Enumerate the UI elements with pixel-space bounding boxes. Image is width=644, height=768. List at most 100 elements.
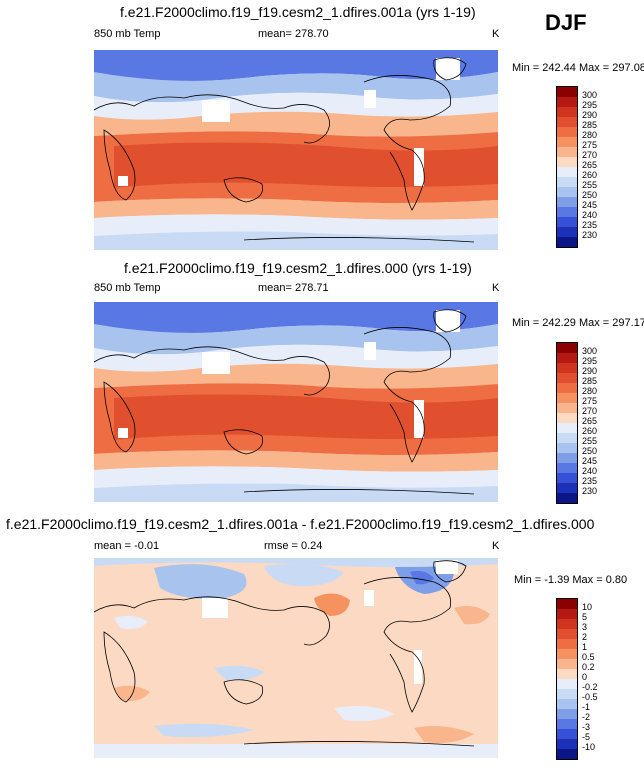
colorbar-tick-label: 230 xyxy=(582,230,598,240)
colorbar-swatch xyxy=(557,483,577,493)
colorbar-swatch xyxy=(557,423,577,433)
colorbar-tick-label: 245 xyxy=(582,200,598,210)
colorbar-swatch xyxy=(557,127,577,137)
panel3-map xyxy=(94,558,498,758)
panel1-units-label: K xyxy=(492,28,500,40)
colorbar-swatch xyxy=(557,353,577,363)
colorbar-swatch xyxy=(557,619,577,629)
colorbar-swatch xyxy=(557,463,577,473)
panel1-colorbar xyxy=(556,86,578,248)
colorbar-swatch xyxy=(557,659,577,669)
colorbar-tick-label: 235 xyxy=(582,220,598,230)
colorbar-tick-label: 235 xyxy=(582,476,598,486)
panel3-units-label: K xyxy=(492,540,500,552)
colorbar-tick-label: -0.2 xyxy=(582,682,598,692)
colorbar-swatch xyxy=(557,689,577,699)
colorbar-swatch xyxy=(557,147,577,157)
colorbar-tick-label: 260 xyxy=(582,426,598,436)
panel2-mean-label: mean= 278.71 xyxy=(258,282,329,294)
colorbar-tick-label: -10 xyxy=(582,742,596,752)
colorbar-tick-label: 250 xyxy=(582,190,598,200)
panel2-title: f.e21.F2000climo.f19_f19.cesm2_1.dfires.… xyxy=(124,260,472,276)
colorbar-swatch xyxy=(557,167,577,177)
colorbar-swatch xyxy=(557,599,577,609)
colorbar-tick-label: 285 xyxy=(582,376,598,386)
colorbar-tick-label: 0.5 xyxy=(582,652,595,662)
colorbar-tick-label: 3 xyxy=(582,622,588,632)
colorbar-tick-label: 245 xyxy=(582,456,598,466)
colorbar-tick-label: 290 xyxy=(582,366,598,376)
colorbar-swatch xyxy=(557,343,577,353)
panel3-rmse-label: rmse = 0.24 xyxy=(264,540,323,552)
panel2-units-label: K xyxy=(492,282,500,294)
panel3-minmax-label: Min = -1.39 Max = 0.80 xyxy=(514,574,628,586)
colorbar-swatch xyxy=(557,473,577,483)
colorbar-swatch xyxy=(557,609,577,619)
colorbar-swatch xyxy=(557,443,577,453)
colorbar-tick-label: -0.5 xyxy=(582,692,598,702)
colorbar-tick-label: 0.2 xyxy=(582,662,595,672)
panel1-minmax-label: Min = 242.44 Max = 297.08 xyxy=(512,62,644,74)
colorbar-swatch xyxy=(557,433,577,443)
colorbar-swatch xyxy=(557,227,577,237)
colorbar-swatch xyxy=(557,383,577,393)
colorbar-swatch xyxy=(557,137,577,147)
colorbar-swatch xyxy=(557,629,577,639)
colorbar-swatch xyxy=(557,749,577,759)
colorbar-tick-label: 265 xyxy=(582,160,598,170)
colorbar-tick-label: 275 xyxy=(582,396,598,406)
colorbar-tick-label: 290 xyxy=(582,110,598,120)
colorbar-tick-label: 0 xyxy=(582,672,588,682)
colorbar-tick-label: 280 xyxy=(582,130,598,140)
panel1-title: f.e21.F2000climo.f19_f19.cesm2_1.dfires.… xyxy=(120,4,476,20)
panel2-minmax-label: Min = 242.29 Max = 297.17 xyxy=(512,317,644,329)
colorbar-tick-label: 270 xyxy=(582,406,598,416)
colorbar-swatch xyxy=(557,709,577,719)
panel3-mean-label: mean = -0.01 xyxy=(94,540,160,552)
panel2-map xyxy=(94,302,498,502)
colorbar-swatch xyxy=(557,197,577,207)
season-label: DJF xyxy=(545,10,587,35)
panel3-title: f.e21.F2000climo.f19_f19.cesm2_1.dfires.… xyxy=(6,516,595,532)
panel1-mean-label: mean= 278.70 xyxy=(258,28,329,40)
colorbar-tick-label: -1 xyxy=(582,702,591,712)
colorbar-swatch xyxy=(557,363,577,373)
colorbar-tick-label: -5 xyxy=(582,732,591,742)
colorbar-swatch xyxy=(557,699,577,709)
colorbar-swatch xyxy=(557,649,577,659)
panel2-variable-label: 850 mb Temp xyxy=(94,282,161,294)
colorbar-tick-label: 230 xyxy=(582,486,598,496)
colorbar-tick-label: -2 xyxy=(582,712,591,722)
colorbar-swatch xyxy=(557,87,577,97)
colorbar-tick-label: 265 xyxy=(582,416,598,426)
colorbar-tick-label: 275 xyxy=(582,140,598,150)
colorbar-tick-label: 240 xyxy=(582,466,598,476)
colorbar-swatch xyxy=(557,107,577,117)
colorbar-swatch xyxy=(557,97,577,107)
colorbar-tick-label: 240 xyxy=(582,210,598,220)
colorbar-swatch xyxy=(557,413,577,423)
colorbar-tick-label: 2 xyxy=(582,632,588,642)
colorbar-tick-label: 255 xyxy=(582,436,598,446)
colorbar-swatch xyxy=(557,493,577,503)
colorbar-swatch xyxy=(557,453,577,463)
colorbar-swatch xyxy=(557,393,577,403)
colorbar-tick-label: 295 xyxy=(582,100,598,110)
colorbar-swatch xyxy=(557,639,577,649)
colorbar-swatch xyxy=(557,739,577,749)
colorbar-tick-label: 1 xyxy=(582,642,588,652)
colorbar-tick-label: 10 xyxy=(582,602,593,612)
colorbar-swatch xyxy=(557,217,577,227)
colorbar-swatch xyxy=(557,187,577,197)
colorbar-tick-label: 5 xyxy=(582,612,588,622)
colorbar-swatch xyxy=(557,237,577,247)
colorbar-swatch xyxy=(557,403,577,413)
colorbar-tick-label: 295 xyxy=(582,356,598,366)
colorbar-swatch xyxy=(557,157,577,167)
colorbar-swatch xyxy=(557,207,577,217)
colorbar-tick-label: 250 xyxy=(582,446,598,456)
panel3-colorbar xyxy=(556,598,578,760)
colorbar-tick-label: 285 xyxy=(582,120,598,130)
colorbar-swatch xyxy=(557,373,577,383)
colorbar-swatch xyxy=(557,729,577,739)
